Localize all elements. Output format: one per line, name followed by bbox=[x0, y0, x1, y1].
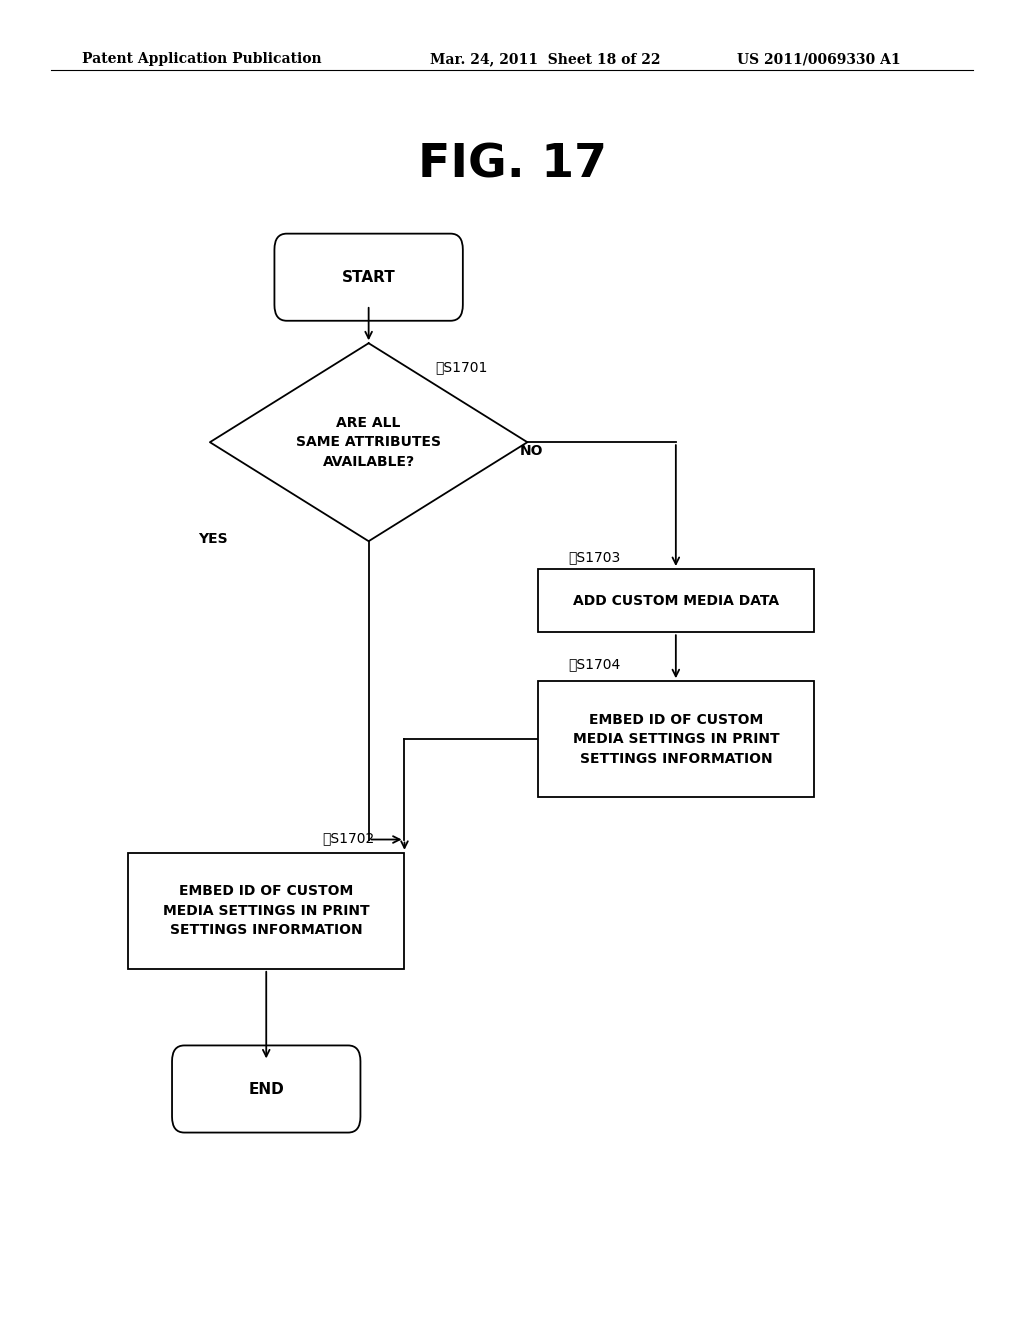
Text: Mar. 24, 2011  Sheet 18 of 22: Mar. 24, 2011 Sheet 18 of 22 bbox=[430, 53, 660, 66]
Text: ⌲S1704: ⌲S1704 bbox=[568, 657, 621, 671]
FancyBboxPatch shape bbox=[172, 1045, 360, 1133]
Text: ARE ALL
SAME ATTRIBUTES
AVAILABLE?: ARE ALL SAME ATTRIBUTES AVAILABLE? bbox=[296, 416, 441, 469]
FancyBboxPatch shape bbox=[538, 681, 814, 797]
Text: ADD CUSTOM MEDIA DATA: ADD CUSTOM MEDIA DATA bbox=[572, 594, 779, 607]
FancyBboxPatch shape bbox=[538, 569, 814, 632]
Text: NO: NO bbox=[520, 445, 544, 458]
Text: EMBED ID OF CUSTOM
MEDIA SETTINGS IN PRINT
SETTINGS INFORMATION: EMBED ID OF CUSTOM MEDIA SETTINGS IN PRI… bbox=[572, 713, 779, 766]
Text: FIG. 17: FIG. 17 bbox=[418, 143, 606, 187]
Text: START: START bbox=[342, 269, 395, 285]
Text: ⌲S1701: ⌲S1701 bbox=[435, 360, 487, 374]
Text: US 2011/0069330 A1: US 2011/0069330 A1 bbox=[737, 53, 901, 66]
Text: EMBED ID OF CUSTOM
MEDIA SETTINGS IN PRINT
SETTINGS INFORMATION: EMBED ID OF CUSTOM MEDIA SETTINGS IN PRI… bbox=[163, 884, 370, 937]
Text: ⌲S1702: ⌲S1702 bbox=[323, 832, 375, 845]
FancyBboxPatch shape bbox=[128, 853, 404, 969]
Text: Patent Application Publication: Patent Application Publication bbox=[82, 53, 322, 66]
FancyBboxPatch shape bbox=[274, 234, 463, 321]
Text: ⌲S1703: ⌲S1703 bbox=[568, 550, 621, 564]
Text: YES: YES bbox=[198, 532, 227, 545]
Text: END: END bbox=[249, 1081, 284, 1097]
